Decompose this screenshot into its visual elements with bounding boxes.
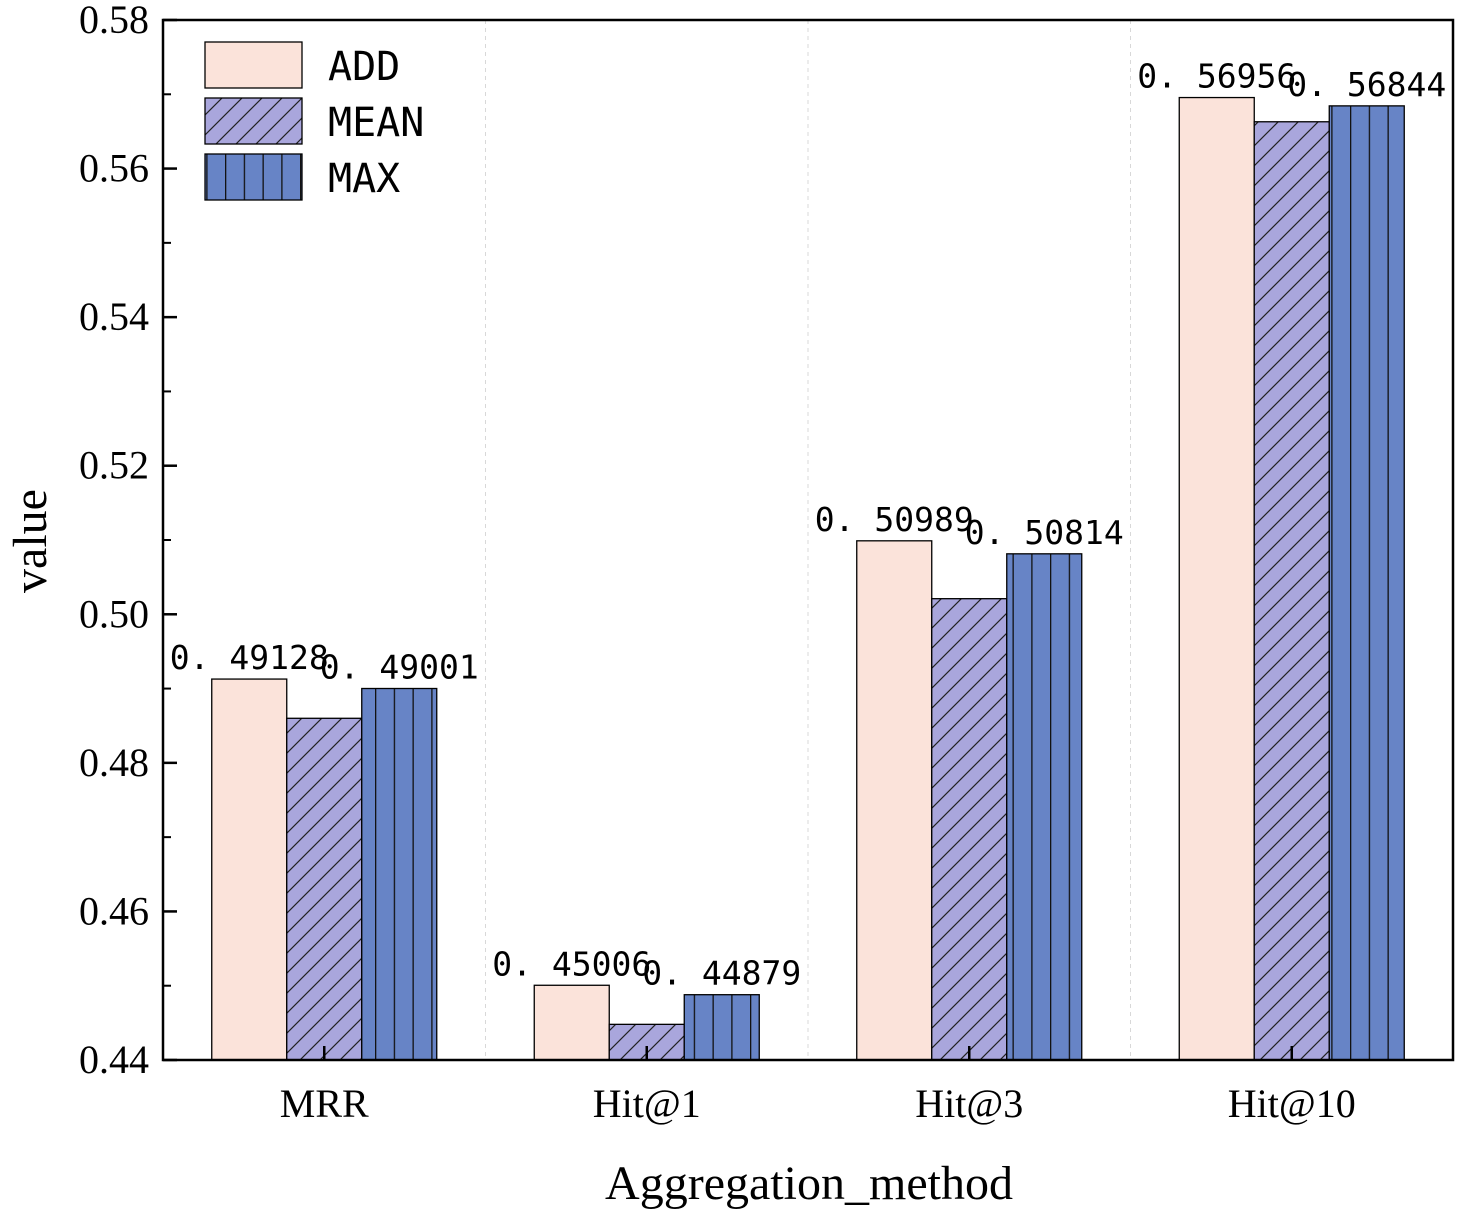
legend: ADD MEAN MAX — [204, 41, 424, 202]
x-axis-title: Aggregation_method — [605, 1157, 1013, 1210]
data-label: 0. 56956 — [1137, 57, 1296, 96]
y-tick-label: 0.50 — [79, 591, 149, 636]
bar-add-hit-at-1 — [533, 984, 610, 1061]
legend-swatch-max — [204, 153, 303, 201]
y-tick-label: 0.56 — [79, 146, 149, 191]
data-label: 0. 44879 — [642, 954, 801, 993]
legend-swatch-add — [204, 41, 303, 89]
x-tick-label: Hit@3 — [915, 1081, 1023, 1126]
bar-mean-mrr — [286, 717, 363, 1061]
bar-max-hit-at-1 — [683, 994, 760, 1061]
y-tick-label: 0.44 — [79, 1037, 149, 1082]
legend-label-mean: MEAN — [328, 100, 424, 146]
y-tick-label: 0.48 — [79, 740, 149, 785]
y-tick-label: 0.52 — [79, 443, 149, 488]
x-tick-label: Hit@10 — [1228, 1081, 1356, 1126]
data-label: 0. 49128 — [170, 638, 329, 677]
bar-mean-hit-at-3 — [931, 598, 1008, 1061]
bar-add-hit-at-10 — [1178, 96, 1255, 1061]
bar-max-hit-at-10 — [1328, 105, 1405, 1061]
y-tick-label: 0.46 — [79, 888, 149, 933]
axes: 0.44 0.46 0.48 0.50 0.52 0.54 0.56 0.58 MRR Hit@1… — [79, 0, 1455, 1126]
y-tick-label: 0.58 — [79, 0, 149, 42]
y-tick-label: 0.54 — [79, 294, 149, 339]
data-label: 0. 49001 — [320, 647, 479, 686]
data-label: 0. 56844 — [1287, 65, 1446, 104]
x-tick-label: Hit@1 — [593, 1081, 701, 1126]
data-label: 0. 45006 — [492, 944, 651, 983]
legend-label-max: MAX — [328, 156, 400, 202]
bars — [211, 96, 1405, 1061]
x-tick-label: MRR — [280, 1081, 369, 1126]
legend-label-add: ADD — [328, 44, 400, 90]
bar-max-hit-at-3 — [1006, 553, 1083, 1061]
y-axis-title: value — [4, 489, 57, 593]
data-label: 0. 50814 — [965, 513, 1124, 552]
bar-add-hit-at-3 — [856, 540, 933, 1061]
legend-swatch-mean — [204, 97, 303, 145]
bar-max-mrr — [361, 687, 438, 1061]
data-label: 0. 50989 — [815, 500, 974, 539]
bar-add-mrr — [211, 678, 288, 1061]
bar-mean-hit-at-10 — [1253, 121, 1330, 1061]
grid-lines — [485, 20, 1131, 1060]
